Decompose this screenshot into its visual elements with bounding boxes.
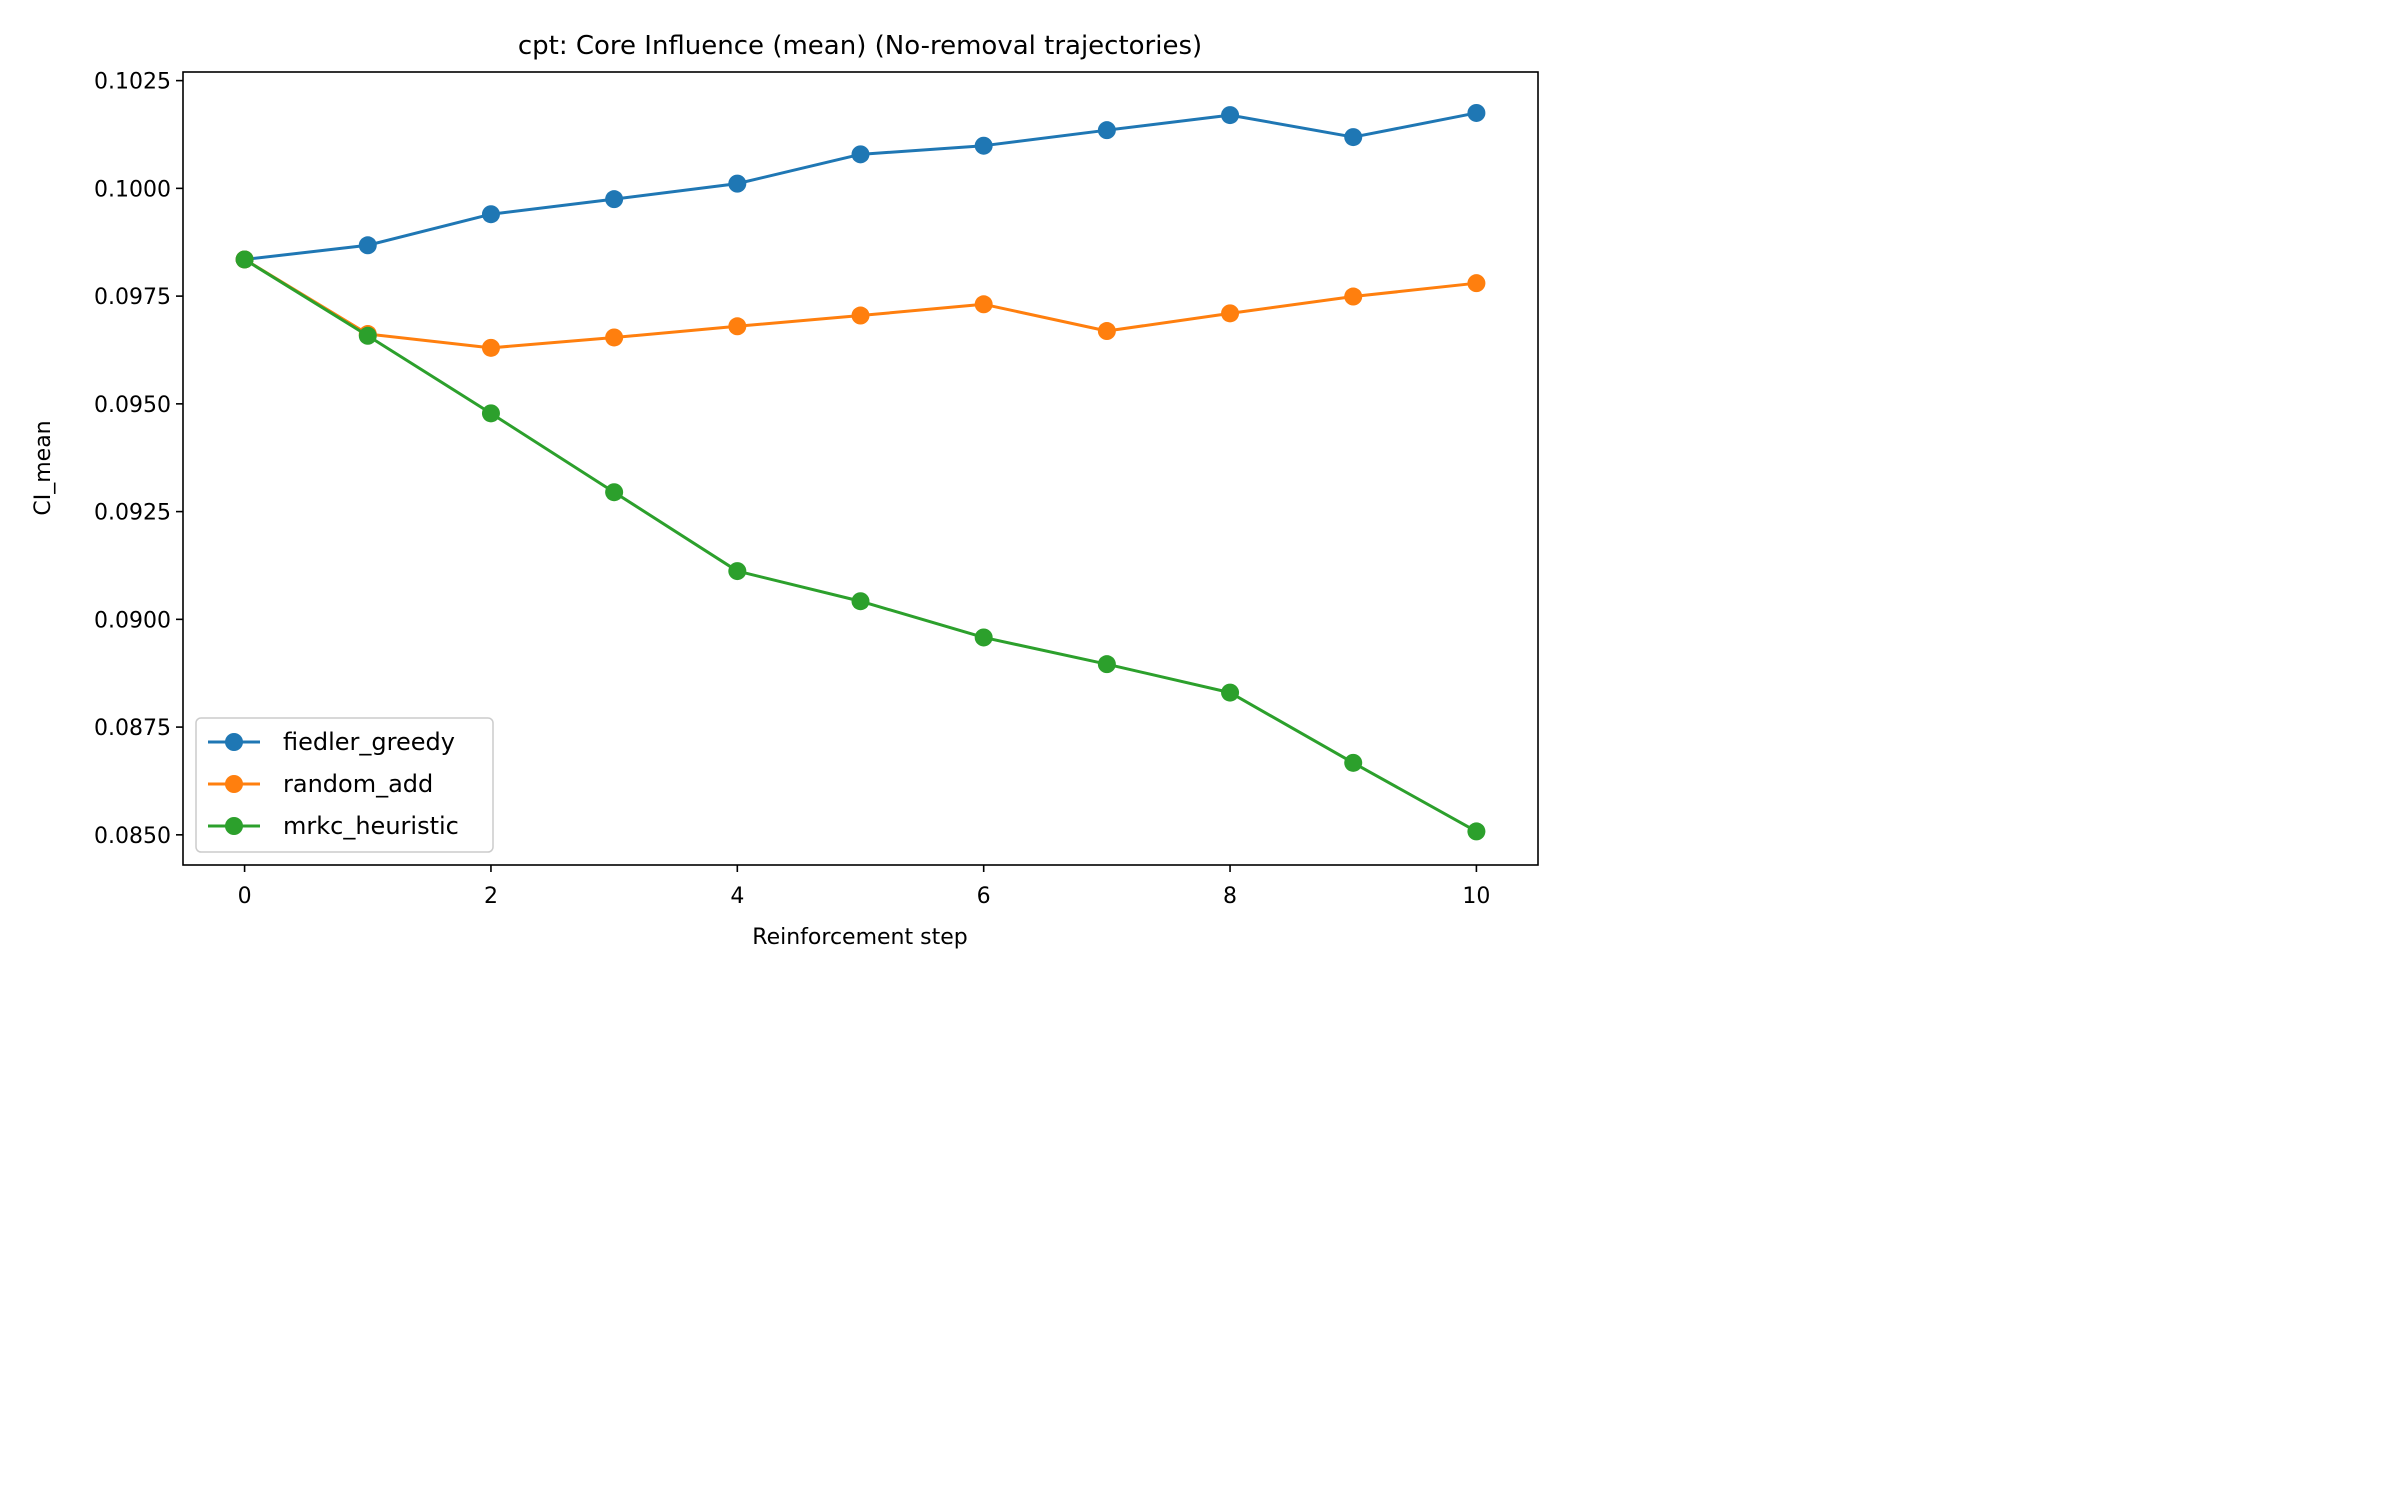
x-tick-label: 8 [1223,884,1237,909]
plot-frame [182,71,1539,866]
x-tick-label: 0 [238,884,252,909]
data-point-random_add [1467,274,1486,293]
y-axis-label: CI_mean [31,420,56,515]
x-tick-label: 10 [1462,884,1490,909]
data-point-fiedler_greedy [1467,103,1486,122]
legend-marker-random_add [225,775,243,793]
legend-box [195,717,494,853]
data-point-mrkc_heuristic [1344,753,1363,772]
data-point-mrkc_heuristic [481,404,500,423]
data-point-random_add [974,295,993,314]
data-point-fiedler_greedy [851,145,870,164]
y-tick-label: 0.1000 [94,177,171,202]
x-tick-label: 6 [977,884,991,909]
data-point-fiedler_greedy [1221,106,1240,125]
plot-area [235,103,1486,841]
data-point-fiedler_greedy [1344,128,1363,147]
y-tick-label: 0.0950 [94,393,171,418]
data-point-fiedler_greedy [358,236,377,255]
data-point-mrkc_heuristic [235,250,254,269]
legend-label-fiedler_greedy: fiedler_greedy [283,728,455,756]
data-point-fiedler_greedy [1097,121,1116,140]
legend-marker-mrkc_heuristic [225,817,243,835]
data-point-random_add [851,306,870,325]
data-point-mrkc_heuristic [851,592,870,611]
y-tick-label: 0.1025 [94,70,171,95]
data-point-mrkc_heuristic [728,562,747,581]
data-point-random_add [481,338,500,357]
data-point-mrkc_heuristic [1097,655,1116,674]
y-tick-label: 0.0925 [94,501,171,526]
data-point-fiedler_greedy [728,174,747,193]
legend-marker-fiedler_greedy [225,733,243,751]
data-point-random_add [605,328,624,347]
data-point-mrkc_heuristic [358,326,377,345]
data-point-mrkc_heuristic [974,628,993,647]
data-point-fiedler_greedy [605,190,624,209]
data-point-random_add [1097,322,1116,341]
x-tick-label: 2 [484,884,498,909]
legend: fiedler_greedy random_add mrkc_heuristic [195,717,494,853]
legend-label-mrkc_heuristic: mrkc_heuristic [283,812,459,840]
data-point-random_add [1344,287,1363,306]
data-point-fiedler_greedy [974,136,993,155]
y-tick-label: 0.0900 [94,608,171,633]
y-tick-label: 0.0875 [94,716,171,741]
data-point-random_add [728,317,747,336]
chart-title: cpt: Core Influence (mean) (No-removal t… [518,31,1202,61]
x-tick-label: 4 [730,884,744,909]
y-tick-label: 0.0850 [94,824,171,849]
line-chart: cpt: Core Influence (mean) (No-removal t… [0,0,1568,980]
legend-label-random_add: random_add [283,770,433,798]
data-point-mrkc_heuristic [605,483,624,502]
axes: 0.0850 0.0875 0.0900 0.0925 0.0950 0.0975 0.10… [94,70,1490,909]
x-axis-label: Reinforcement step [752,925,967,950]
y-tick-label: 0.0975 [94,285,171,310]
data-point-mrkc_heuristic [1467,822,1486,841]
data-point-fiedler_greedy [481,205,500,224]
data-point-random_add [1221,304,1240,323]
data-point-mrkc_heuristic [1221,683,1240,702]
